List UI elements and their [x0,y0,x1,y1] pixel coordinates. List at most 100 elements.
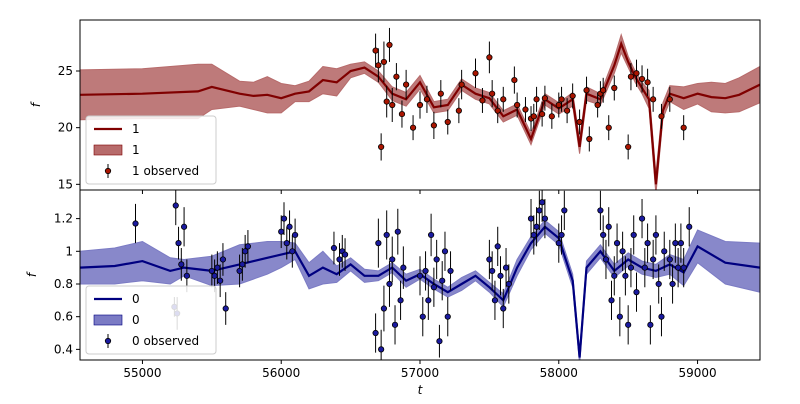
bottom-observed-point [505,264,512,304]
bottom-data-marker [436,338,443,345]
top-data-marker [625,143,632,151]
top-data-marker [437,90,444,97]
top-data-marker [611,84,618,92]
top-observed-point [423,85,431,113]
bottom-data-marker [536,207,543,214]
top-legend-band-swatch [93,144,123,156]
bottom-data-marker [244,243,252,250]
bottom-data-marker [391,321,399,328]
top-data-marker [389,101,396,109]
bottom-observed-point [611,256,618,296]
bottom-observed-point [386,261,393,307]
bottom-x-tick-label: 55000 [123,366,161,380]
bottom-observed-point [686,207,693,247]
bottom-observed-point [680,248,687,288]
top-data-marker [514,101,521,109]
top-data-marker [564,107,571,114]
bottom-observed-point [647,305,654,345]
bottom-observed-point [597,190,604,231]
bottom-y-axis-label: f [25,271,39,277]
bottom-legend-box [85,285,217,355]
bottom-observed-point [175,226,182,260]
bottom-observed-point [486,239,493,280]
bottom-data-marker [505,280,512,288]
bottom-observed-point [178,248,185,281]
bottom-data-marker [494,243,501,250]
top-plot-area [80,27,760,190]
bottom-observed-point [441,231,449,271]
top-observed-point [555,92,562,118]
top-data-marker [479,97,486,104]
bottom-plot-area [80,190,760,360]
top-data-marker [530,113,537,120]
bottom-data-marker [286,223,293,230]
top-data-marker [393,73,400,80]
bottom-observed-point [436,324,443,358]
top-data-marker [500,96,507,103]
bottom-observed-point [383,210,390,260]
bottom-data-marker [497,272,504,279]
top-data-marker [423,96,431,103]
bottom-data-marker [533,223,540,230]
bottom-observed-point [502,248,510,288]
bottom-data-marker [383,231,390,239]
bottom-observed-point [244,230,252,263]
bottom-observed-point [180,207,188,247]
top-data-marker [472,70,479,77]
bottom-data-marker [336,256,343,263]
bottom-observed-point [650,239,657,280]
bottom-data-marker [430,284,437,291]
bottom-observed-point [400,246,407,289]
bottom-data-marker [613,240,621,247]
bottom-data-marker [180,223,188,230]
bottom-observed-point [330,231,338,265]
top-observed-point [444,109,451,135]
top-data-marker [522,106,529,113]
bottom-observed-point [655,264,662,304]
bottom-observed-point [561,190,568,231]
top-observed-point [393,63,400,91]
bottom-legend-label: 0 [132,313,140,327]
top-observed-point [375,48,382,83]
bottom-data-marker [397,297,404,304]
top-observed-point [430,111,437,139]
top-observed-point [564,98,571,124]
bottom-data-marker [217,277,224,284]
bottom-observed-point [444,297,451,337]
top-observed-point [486,41,493,74]
bottom-observed-point [602,239,610,280]
bottom-legend-band-swatch [93,314,123,326]
bottom-data-marker [641,264,648,271]
top-observed-point [583,76,590,104]
bottom-data-marker [622,272,629,279]
top-observed-point [600,77,607,103]
bottom-observed-point [633,272,640,312]
bottom-observed-point [236,254,243,288]
bottom-data-marker [661,248,668,255]
top-observed-point [494,98,501,124]
bottom-data-marker [386,280,393,288]
bottom-data-marker [638,215,646,222]
top-data-marker [430,122,437,129]
bottom-observed-point [627,248,635,288]
bottom-data-marker [378,346,385,353]
bottom-data-marker [289,248,296,255]
bottom-data-marker [558,231,565,239]
bottom-data-marker [502,264,510,271]
top-data-marker [372,47,379,54]
bottom-data-marker [219,256,227,263]
bottom-observed-point [208,254,215,288]
top-observed-point [416,91,424,119]
bottom-data-marker [644,240,651,247]
bottom-x-tick-label: 58000 [540,366,578,380]
top-data-marker [458,81,465,88]
bottom-observed-point [613,223,621,263]
bottom-observed-point [605,207,612,247]
top-data-marker [398,110,406,118]
top-observed-point [594,92,601,118]
top-y-tick-label: 25 [58,64,73,78]
bottom-observed-point [644,223,651,263]
bottom-data-marker [208,267,215,275]
top-y-axis-label: f [29,101,43,107]
